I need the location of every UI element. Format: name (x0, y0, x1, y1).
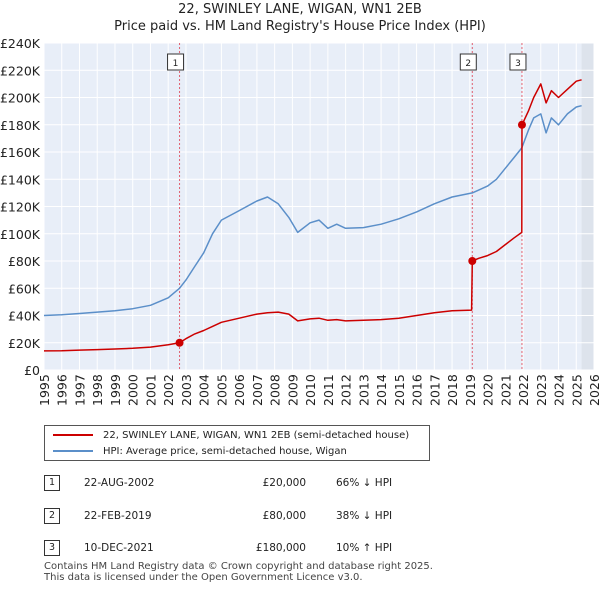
transaction-price: £180,000 (255, 542, 306, 554)
y-tick-label: £20K (8, 336, 41, 351)
transaction-date: 22-FEB-2019 (84, 510, 152, 522)
x-tick-label: 2020 (481, 374, 496, 406)
x-tick-label: 2015 (392, 374, 407, 406)
y-tick-label: £140K (0, 172, 41, 187)
y-tick-label: £220K (0, 63, 41, 78)
transaction-hpi-diff: 66% ↓ HPI (336, 477, 393, 489)
x-tick-label: 2010 (303, 374, 318, 406)
x-tick-label: 2016 (410, 374, 425, 406)
y-tick-label: £200K (0, 91, 41, 106)
x-tick-label: 2022 (516, 374, 531, 406)
chart-title-line2: Price paid vs. HM Land Registry's House … (114, 19, 486, 34)
transaction-date: 22-AUG-2002 (84, 477, 155, 489)
x-tick-label: 2007 (250, 374, 265, 406)
x-tick-label: 2026 (587, 374, 600, 406)
hpi-line (43, 104, 582, 317)
transaction-number: 2 (44, 508, 60, 524)
marker-box-label: 1 (173, 59, 179, 69)
sale-marker-lines (179, 43, 523, 370)
legend-item-price: 22, SWINLEY LANE, WIGAN, WN1 2EB (semi-d… (53, 428, 409, 444)
x-tick-label: 2000 (126, 374, 141, 406)
x-tick-label: 2004 (197, 374, 212, 406)
legend-item-hpi: HPI: Average price, semi-detached house,… (53, 444, 347, 460)
x-tick-label: 2011 (321, 374, 336, 406)
y-tick-label: £0 (24, 363, 40, 378)
marker-box (459, 53, 477, 71)
marker-box (167, 53, 185, 71)
marker-box-label: 3 (515, 59, 521, 69)
footer-copyright: Contains HM Land Registry data © Crown c… (44, 561, 433, 572)
marker-box (509, 53, 527, 71)
transaction-number: 3 (44, 540, 60, 556)
marker-box-label: 2 (465, 59, 471, 69)
legend: 22, SWINLEY LANE, WIGAN, WN1 2EB (semi-d… (44, 425, 430, 461)
sale-point (517, 120, 526, 129)
transaction-number: 1 (44, 475, 60, 491)
y-tick-label: £60K (8, 281, 41, 296)
transaction-hpi-diff: 38% ↓ HPI (336, 510, 393, 522)
y-tick-label: £180K (0, 118, 41, 133)
x-tick-label: 2009 (285, 374, 300, 406)
y-tick-label: £40K (8, 309, 41, 324)
sale-points (175, 120, 526, 347)
x-tick-label: 1999 (108, 374, 123, 406)
x-tick-label: 2025 (569, 374, 584, 406)
legend-swatch-price (53, 434, 93, 436)
y-tick-label: £80K (8, 254, 41, 269)
transaction-price: £80,000 (262, 510, 306, 522)
x-tick-label: 2006 (232, 374, 247, 406)
legend-swatch-hpi (53, 450, 93, 452)
sale-marker-boxes: 1 2 3 (167, 53, 527, 71)
x-tick-label: 1996 (55, 374, 70, 406)
y-tick-label: £120K (0, 200, 41, 215)
chart-title-line1: 22, SWINLEY LANE, WIGAN, WN1 2EB (178, 2, 422, 17)
x-tick-label: 2008 (268, 374, 283, 406)
x-tick-label: 2012 (339, 374, 354, 406)
x-tick-label: 2014 (374, 374, 389, 406)
x-tick-label: 2001 (143, 374, 158, 406)
y-axis-ticks: £0 £20K £40K £60K £80K £100K £120K £140K £160K £1… (0, 36, 41, 378)
x-tick-label: 2002 (161, 374, 176, 406)
legend-label-price: 22, SWINLEY LANE, WIGAN, WN1 2EB (semi-d… (103, 430, 410, 441)
footer: Contains HM Land Registry data © Crown c… (44, 561, 433, 583)
x-tick-label: 2023 (534, 374, 549, 406)
grid-horizontal (44, 42, 594, 371)
sale-point (468, 257, 477, 265)
x-tick-label: 2003 (179, 374, 194, 406)
sale-point (175, 338, 184, 347)
transaction-price: £20,000 (262, 477, 306, 489)
footer-licence: This data is licensed under the Open Gov… (44, 572, 363, 583)
x-tick-label: 2024 (552, 374, 567, 406)
transaction-date: 10-DEC-2021 (84, 542, 154, 554)
x-tick-label: 1998 (90, 374, 105, 406)
transaction-hpi-diff: 10% ↑ HPI (336, 542, 393, 554)
x-tick-label: 1997 (72, 374, 87, 406)
x-tick-label: 1995 (37, 374, 52, 406)
x-tick-label: 2018 (445, 374, 460, 406)
x-tick-label: 2021 (498, 374, 513, 406)
x-tick-label: 2019 (463, 374, 478, 406)
x-tick-label: 2013 (356, 374, 371, 406)
y-tick-label: £240K (0, 36, 41, 51)
y-tick-label: £160K (0, 145, 41, 160)
price-chart: 22, SWINLEY LANE, WIGAN, WN1 2EB Price p… (0, 2, 600, 406)
x-tick-label: 2005 (214, 374, 229, 406)
legend-label-hpi: HPI: Average price, semi-detached house,… (103, 446, 347, 457)
x-tick-label: 2017 (427, 374, 442, 406)
y-tick-label: £100K (0, 227, 41, 242)
x-axis-ticks: 1995 1996 1997 1998 1999 2000 2001 2002 2003 2004… (37, 374, 600, 406)
